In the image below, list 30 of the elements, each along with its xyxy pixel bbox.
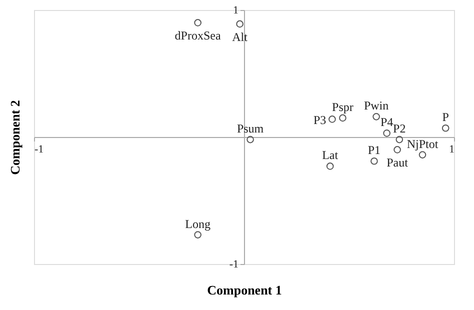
point (396, 136, 404, 144)
annotation: Lat (322, 148, 339, 162)
annotation: Pspr (332, 100, 354, 114)
point (372, 113, 380, 120)
annotation: Paut (386, 156, 409, 170)
y-axis-title: Component 2 (8, 100, 22, 175)
annotation: P4 (380, 115, 394, 130)
annotation: Pwin (364, 98, 389, 113)
point (370, 157, 378, 165)
point (194, 231, 202, 238)
annotation: P (442, 110, 450, 124)
point (383, 130, 390, 137)
annotation: P1 (368, 143, 381, 158)
point (236, 20, 244, 28)
point (246, 136, 254, 144)
annotation: P3 (314, 113, 326, 128)
annotation: dProxSea (174, 28, 222, 43)
annotation: NjPtot (406, 136, 439, 151)
annotation: Alt (232, 30, 248, 44)
point (418, 151, 426, 158)
point (442, 124, 450, 132)
point (328, 116, 336, 123)
annotation: Long (185, 216, 210, 231)
point (194, 19, 202, 26)
annotation: P2 (393, 122, 406, 136)
x-axis-title: Component 1 (207, 282, 282, 298)
point (339, 114, 346, 122)
point (394, 146, 401, 154)
annotation: Psum (236, 122, 264, 136)
point (326, 162, 334, 170)
